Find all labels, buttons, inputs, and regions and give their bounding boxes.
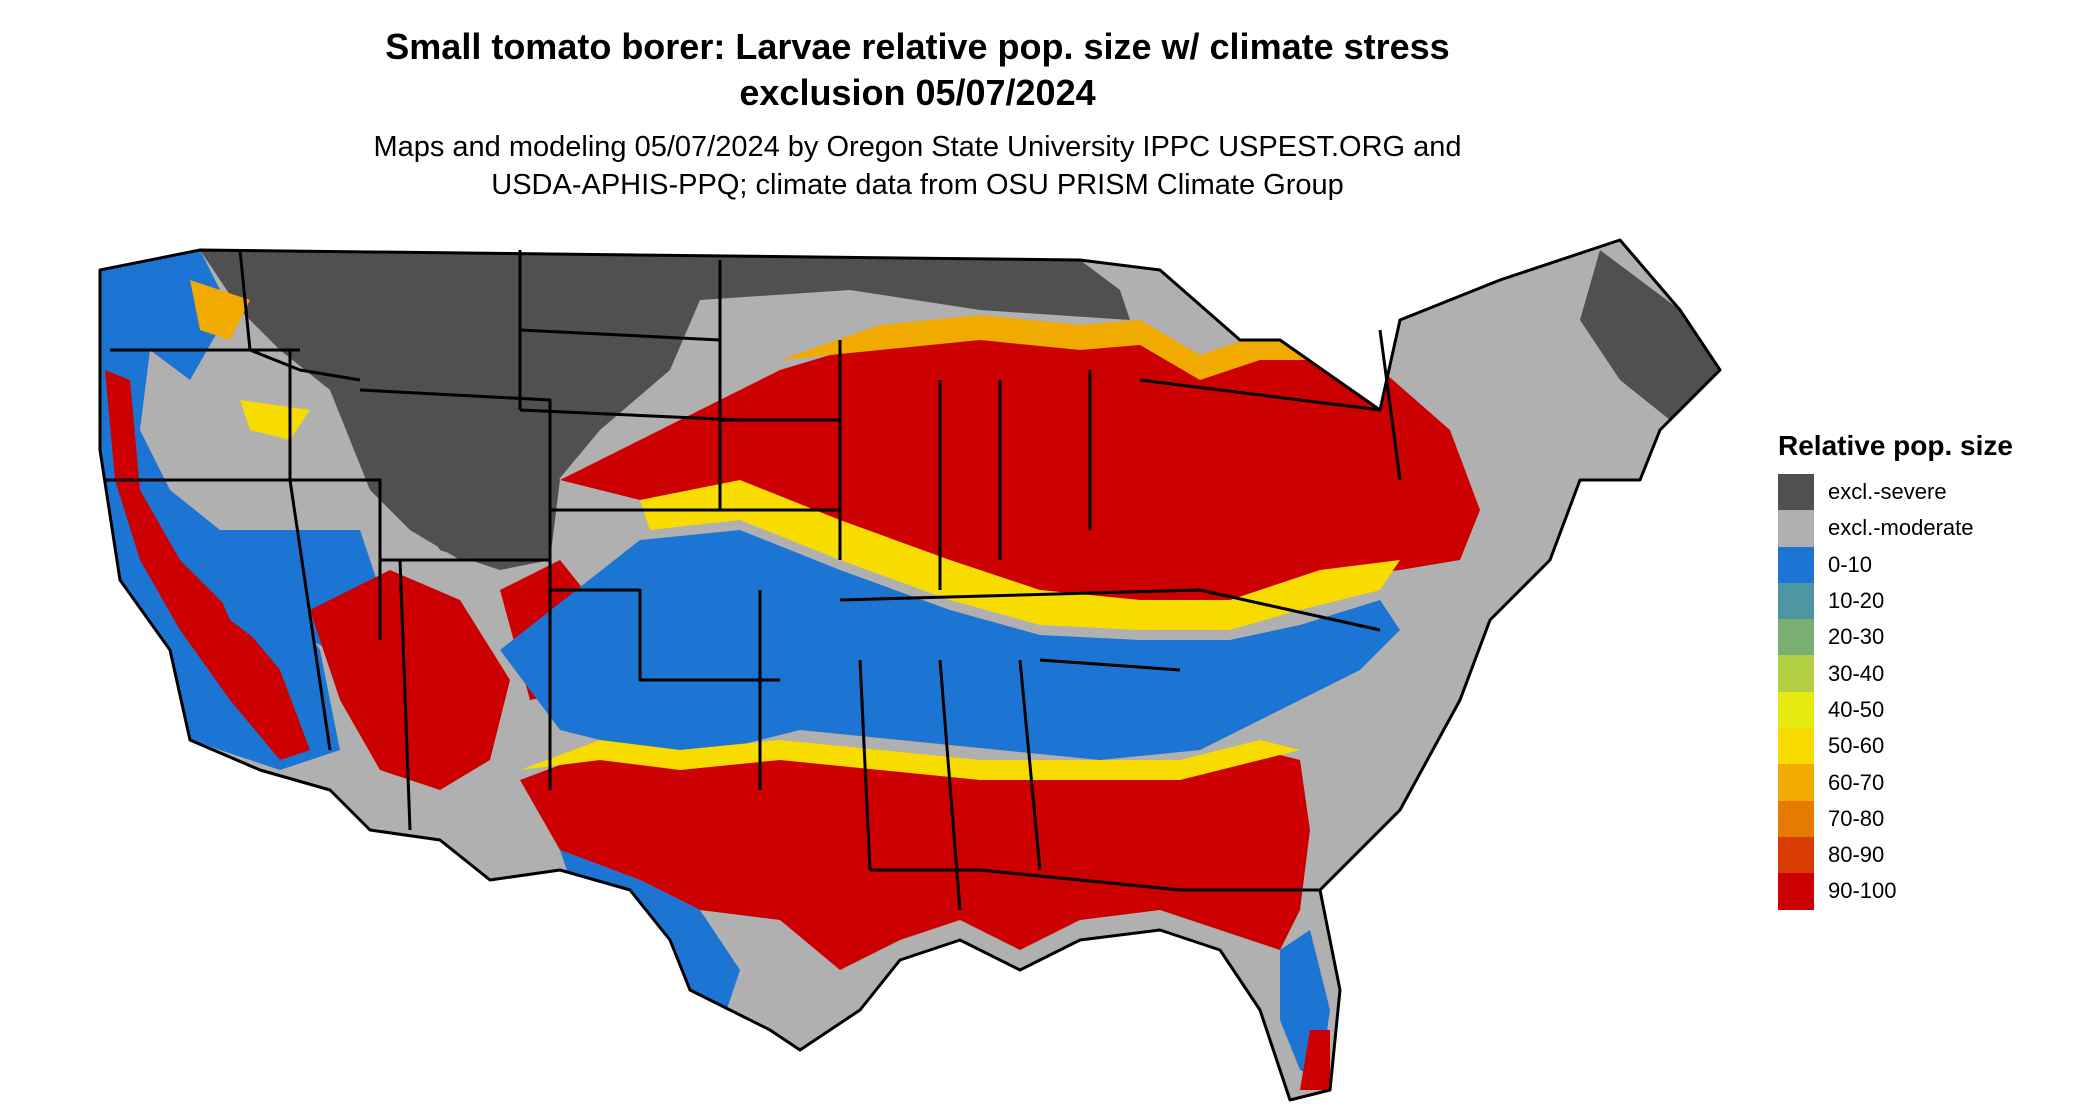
map-subtitle: Maps and modeling 05/07/2024 by Oregon S… — [0, 128, 1835, 204]
zone-low-nevada — [200, 550, 310, 650]
border-pa-ny — [1139, 378, 1381, 412]
map-title-line-1: Small tomato borer: Larvae relative pop.… — [385, 26, 1450, 67]
legend-label: 20-30 — [1828, 624, 1885, 650]
legend-swatch — [1778, 582, 1814, 620]
legend-swatch — [1778, 655, 1814, 692]
legend-swatch — [1778, 728, 1814, 765]
legend-item: 70-80 — [1778, 800, 2078, 837]
legend-items: excl.-severe excl.-moderate 0-10 10-20 20-30… — [1778, 474, 2078, 910]
legend-label: 50-60 — [1828, 733, 1885, 759]
border-va-nc — [1199, 588, 1381, 632]
map-body — [100, 240, 1720, 1100]
legend-label: 90-100 — [1828, 878, 1897, 904]
legend-item: 50-60 — [1778, 728, 2078, 765]
border-al-ga — [938, 659, 962, 911]
legend-item: 20-30 — [1778, 619, 2078, 656]
border-id-mt — [238, 249, 361, 382]
zone-mid-great-lakes — [780, 315, 1380, 380]
legend-swatch — [1778, 764, 1814, 801]
legend-swatch — [1778, 800, 1814, 837]
legend-label: excl.-moderate — [1828, 515, 1974, 541]
zone-high-california — [105, 370, 310, 760]
border-ga-sc — [1018, 659, 1042, 871]
legend-item: 90-100 — [1778, 873, 2078, 910]
legend-item: excl.-moderate — [1778, 510, 2078, 547]
border-ms-al — [858, 659, 872, 871]
map-legend: Relative pop. size excl.-severe excl.-mod… — [1778, 430, 2078, 910]
zone-mid-transition — [640, 480, 1400, 630]
legend-swatch — [1778, 546, 1814, 583]
zone-high-central — [560, 330, 1480, 610]
border-az-nm — [398, 559, 412, 831]
us-risk-map — [98, 238, 1722, 1102]
map-title-line-2: exclusion 05/07/2024 — [739, 72, 1096, 113]
border-ky-tn — [839, 588, 1201, 602]
legend-swatch — [1778, 836, 1814, 874]
border-new-england — [1378, 329, 1402, 481]
legend-label: excl.-severe — [1828, 479, 1947, 505]
border-nc-sc — [1039, 658, 1181, 672]
border-ok-tx — [550, 588, 780, 682]
zone-low-west — [100, 250, 340, 770]
legend-item: 60-70 — [1778, 764, 2078, 801]
legend-item: 80-90 — [1778, 836, 2078, 874]
legend-item: 0-10 — [1778, 546, 2078, 583]
legend-swatch — [1778, 619, 1814, 656]
border-nv-ut — [290, 478, 382, 640]
zone-excl-severe-rockies — [360, 380, 560, 570]
zone-mid-gulf-fringe — [520, 740, 1300, 780]
border-wy-co — [359, 388, 552, 560]
legend-swatch — [1778, 691, 1814, 729]
zone-high-south-florida — [1300, 1030, 1330, 1090]
zone-high-southwest — [310, 570, 510, 790]
zone-low-south-central — [500, 530, 1400, 760]
us-outline — [98, 238, 1722, 1102]
zone-excl-severe-northeast — [1580, 250, 1720, 420]
legend-swatch — [1778, 474, 1814, 511]
border-southeast-coast — [870, 868, 1320, 892]
border-ne-ks — [519, 408, 741, 422]
zone-mid-cascades — [190, 280, 250, 340]
legend-label: 60-70 — [1828, 769, 1885, 795]
legend-label: 40-50 — [1828, 696, 1885, 722]
zone-high-gulf-coast — [520, 750, 1310, 970]
legend-label: 0-10 — [1828, 551, 1873, 577]
legend-label: 70-80 — [1828, 805, 1885, 831]
legend-swatch — [1778, 873, 1814, 910]
zone-high-appalachia — [1140, 500, 1420, 590]
legend-item: 10-20 — [1778, 582, 2078, 620]
legend-swatch — [1778, 510, 1814, 547]
map-title: Small tomato borer: Larvae relative pop.… — [0, 24, 1835, 116]
legend-label: 30-40 — [1828, 660, 1885, 686]
legend-item: 40-50 — [1778, 691, 2078, 729]
zone-mid-idaho — [240, 400, 310, 440]
map-subtitle-line-2: USDA-APHIS-PPQ; climate data from OSU PR… — [491, 169, 1344, 201]
legend-title: Relative pop. size — [1778, 430, 2013, 461]
state-borders — [98, 238, 1722, 1102]
legend-item: 30-40 — [1778, 655, 2078, 692]
legend-label: 80-90 — [1828, 842, 1885, 868]
legend-label: 10-20 — [1828, 588, 1885, 614]
legend-item: excl.-severe — [1778, 474, 2078, 511]
map-subtitle-line-1: Maps and modeling 05/07/2024 by Oregon S… — [373, 131, 1462, 163]
border-dakotas — [519, 328, 721, 342]
